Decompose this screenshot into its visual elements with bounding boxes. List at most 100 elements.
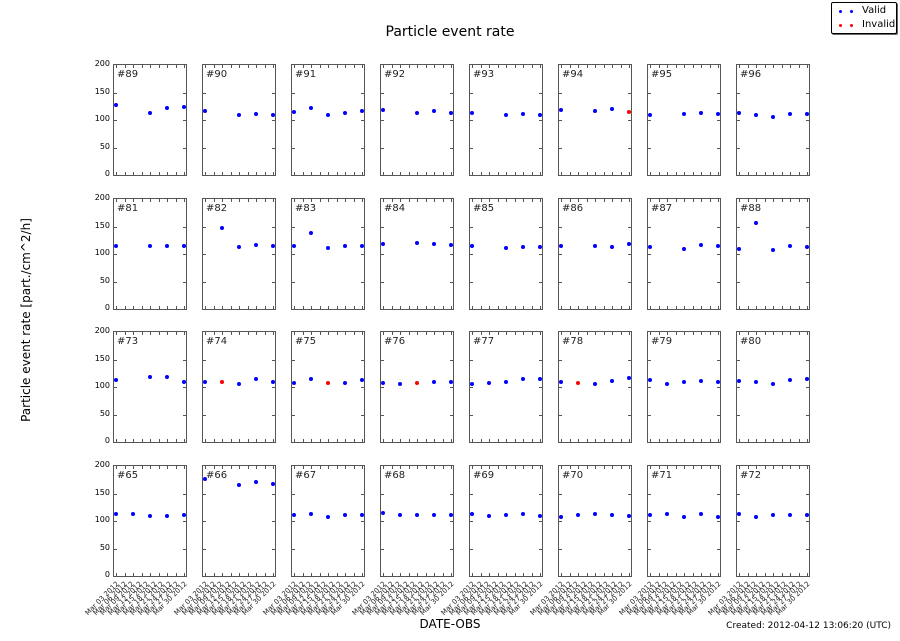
y-tick-mark [183,521,186,522]
valid-point [805,245,809,250]
x-tick-mark [612,466,613,469]
valid-point [716,244,720,249]
x-tick-mark [595,199,596,202]
x-tick-mark [150,199,151,202]
y-tick-mark [203,548,206,550]
x-tick-mark [328,573,329,576]
x-tick-mark [124,332,126,335]
x-tick-mark [222,172,223,175]
x-tick-mark [620,573,622,576]
x-tick-mark [408,306,410,309]
x-tick-mark [328,172,329,175]
panel-label: #85 [473,203,495,214]
valid-point [593,511,597,516]
valid-point [360,244,364,249]
x-tick-mark [764,65,766,68]
y-tick-mark [648,493,651,495]
y-tick-mark [292,120,295,121]
valid-point [470,381,474,386]
y-tick-mark [717,226,720,228]
x-tick-mark [336,65,338,68]
x-tick-mark [175,172,177,175]
x-tick-mark [701,306,702,309]
x-tick-mark [514,573,516,576]
y-tick-mark [381,493,384,495]
x-tick-mark [319,306,321,309]
x-tick-mark [141,172,143,175]
x-tick-mark [222,573,223,576]
y-tick-mark [737,281,740,283]
x-tick-mark [523,466,524,469]
x-tick-mark [311,332,312,335]
x-tick-mark [629,172,630,175]
x-tick-mark [540,573,541,576]
y-tick-mark [381,281,384,283]
panel-label: #82 [206,203,228,214]
x-tick-mark [578,199,579,202]
valid-point [559,244,563,249]
x-tick-mark [133,306,134,309]
x-tick-mark [595,172,596,175]
x-tick-mark [362,332,363,335]
y-tick-label: 0 [104,303,110,312]
x-tick-mark [480,439,482,442]
y-tick-mark [183,120,186,121]
x-tick-mark [764,199,766,202]
y-tick-mark [628,147,631,149]
panel-label: #67 [295,470,317,481]
y-tick-mark [450,92,453,94]
x-tick-mark [150,172,151,175]
x-tick-mark [701,573,702,576]
x-tick-mark [319,332,321,335]
valid-point [699,111,703,116]
x-tick-mark [472,306,473,309]
x-tick-mark [658,306,660,309]
x-tick-mark [133,439,134,442]
y-tick-mark [183,414,186,416]
valid-point [610,244,614,249]
panel-92: #92 [380,64,454,176]
x-tick-mark [124,439,126,442]
panel-label: #91 [295,69,317,80]
valid-point [254,243,258,248]
valid-point [203,109,207,114]
x-tick-mark [451,439,452,442]
x-tick-mark [311,439,312,442]
valid-point [415,241,419,245]
valid-point [504,112,508,117]
y-tick-mark [203,414,206,416]
x-tick-mark [175,466,177,469]
y-tick-mark [628,281,631,283]
y-tick-mark [559,254,562,255]
x-tick-mark [480,65,482,68]
x-tick-mark [531,172,533,175]
y-tick-mark [450,147,453,149]
valid-point [343,111,347,116]
x-tick-mark [489,439,490,442]
x-tick-mark [480,466,482,469]
invalid-point [220,379,224,384]
x-tick-mark [756,466,757,469]
x-tick-mark [667,573,668,576]
x-tick-mark [175,332,177,335]
y-tick-mark [470,226,473,228]
invalid-marker-icon [839,24,842,27]
valid-marker-icon [839,10,842,13]
x-tick-mark [709,306,711,309]
x-tick-mark [222,65,223,68]
x-tick-mark [150,439,151,442]
x-tick-mark [400,439,401,442]
x-tick-mark [230,306,232,309]
valid-point [470,512,474,517]
panel-88: #88 [736,198,810,310]
valid-point [182,512,186,517]
x-tick-mark [417,199,418,202]
x-tick-mark [620,466,622,469]
valid-point [398,512,402,517]
valid-point [165,513,169,518]
x-tick-mark [569,65,571,68]
y-tick-mark [648,226,651,228]
y-tick-mark [203,254,206,255]
y-tick-mark [361,359,364,361]
x-tick-mark [319,439,321,442]
